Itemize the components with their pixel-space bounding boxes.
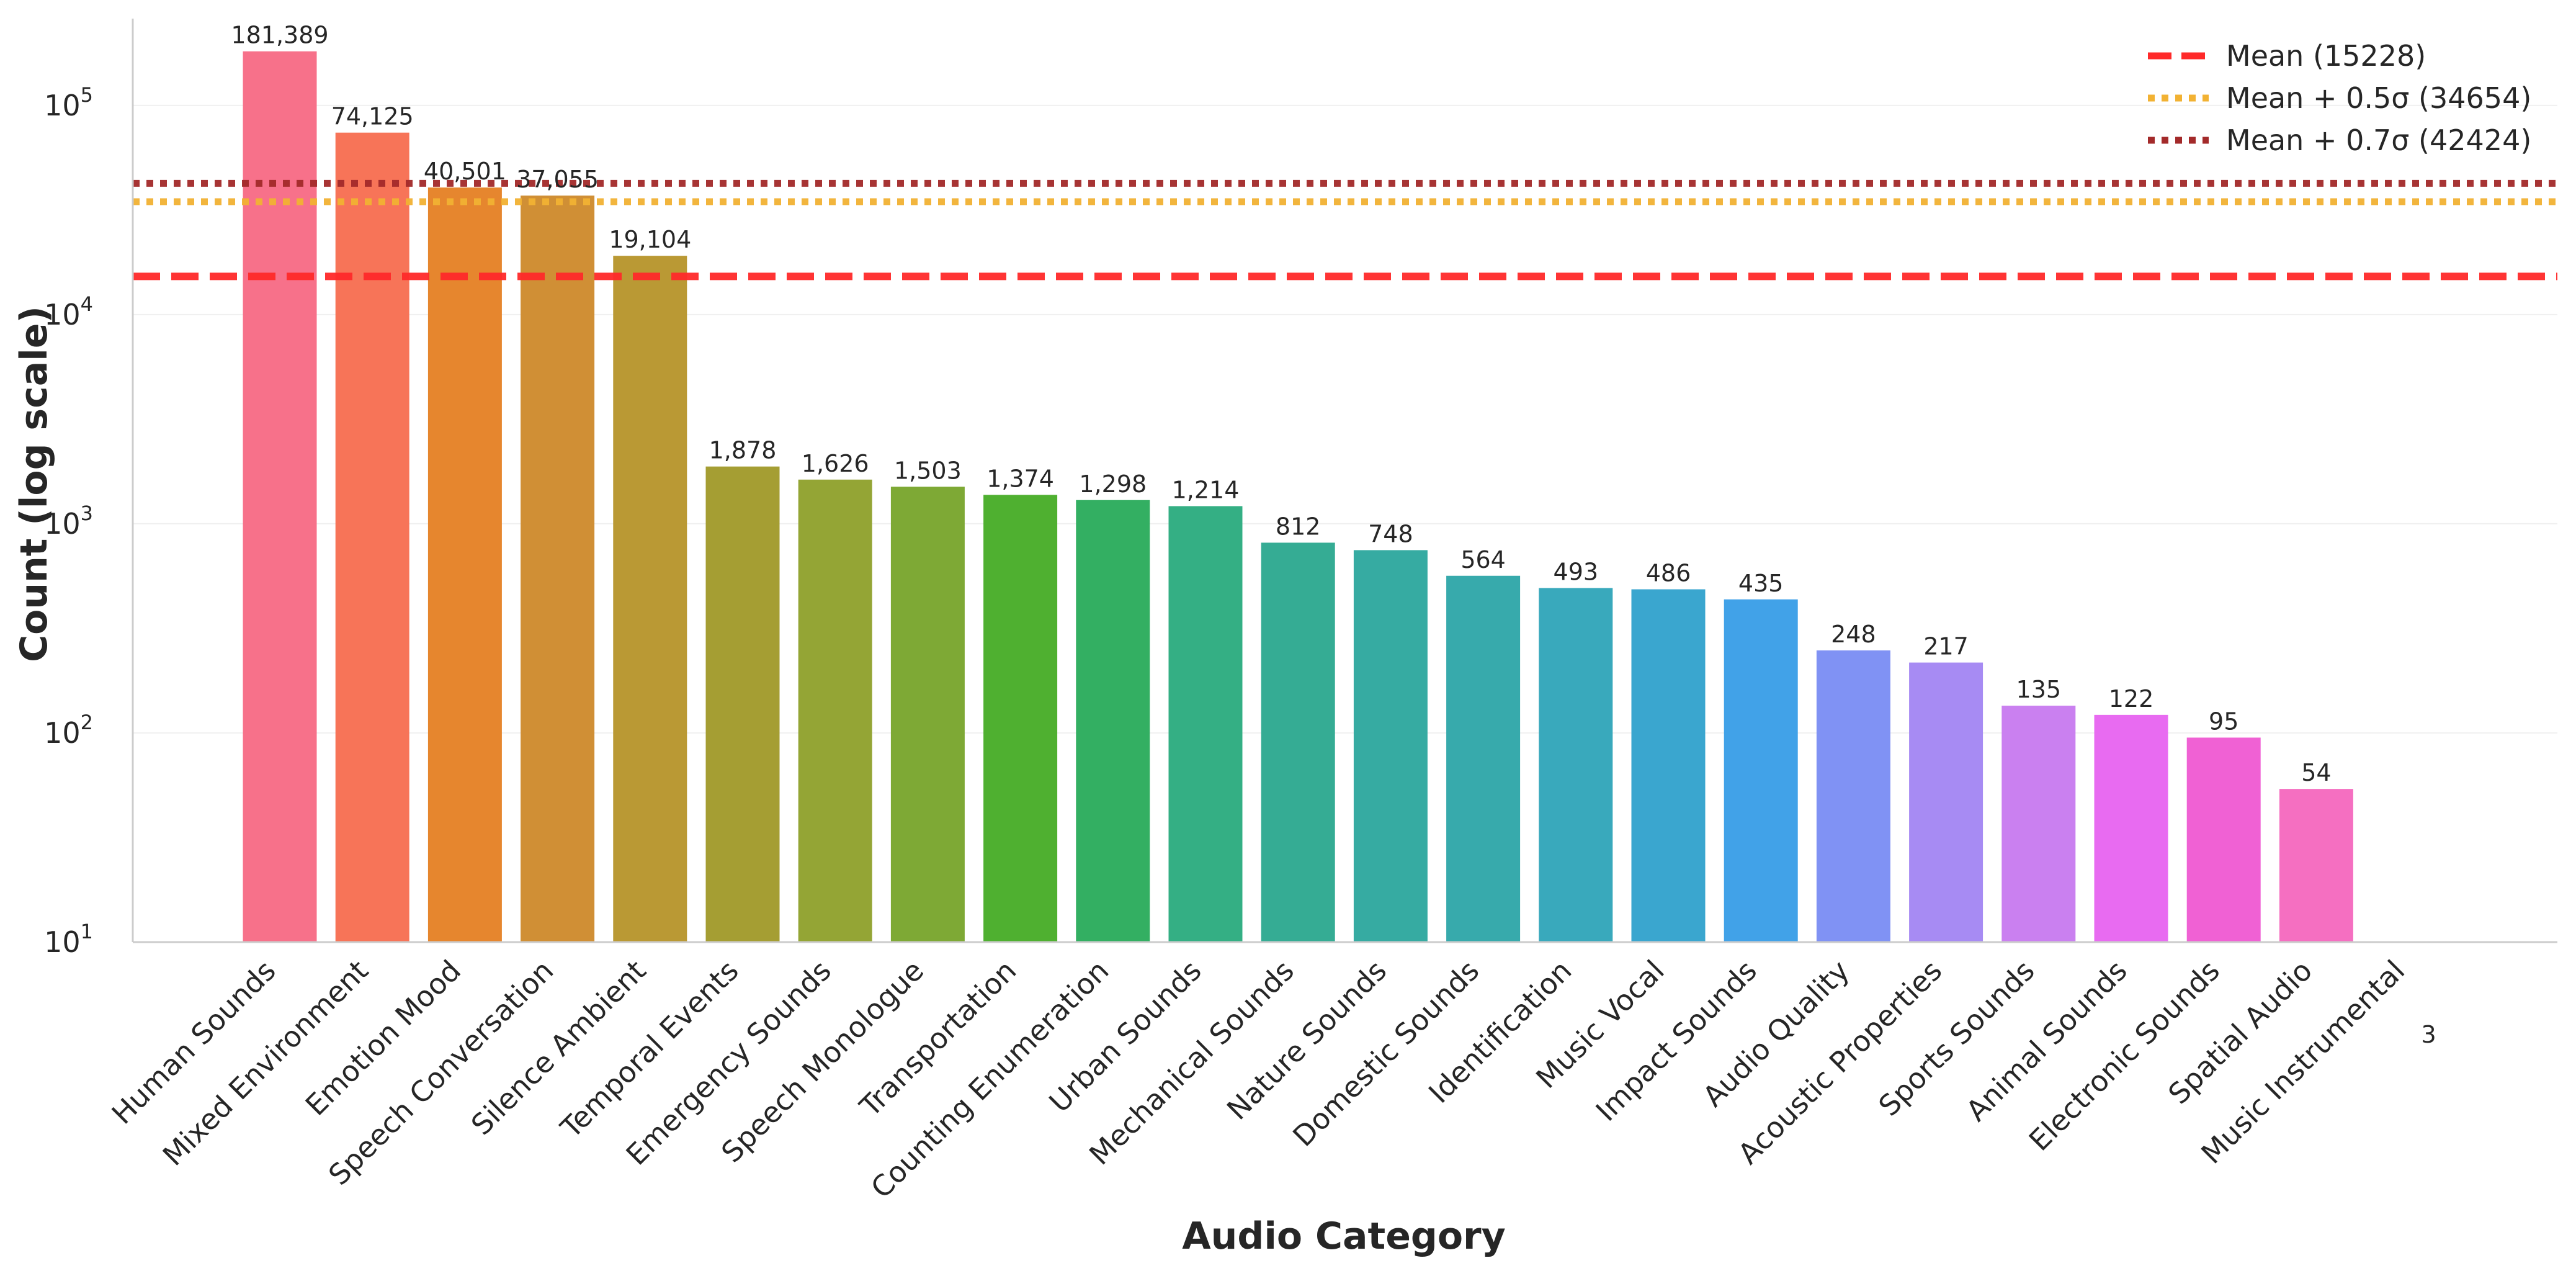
data-label: 135	[2016, 676, 2062, 703]
bar	[2001, 706, 2076, 942]
bars	[243, 51, 2353, 943]
bar	[521, 195, 595, 942]
data-label: 486	[1646, 560, 1691, 587]
bar	[243, 51, 317, 942]
data-label: 1,298	[1079, 470, 1147, 498]
bar	[2186, 737, 2261, 942]
bar	[427, 187, 502, 943]
bar	[1076, 500, 1150, 942]
reference-lines	[133, 179, 2557, 281]
bar	[983, 495, 1058, 942]
data-labels: 181,389 74,125 40,501 37,055 19,104 1,878 1,62…	[231, 22, 2436, 1048]
data-label: 181,389	[231, 22, 328, 49]
x-tick-label: Nature Sounds	[1220, 954, 1393, 1126]
bar	[1631, 589, 1706, 942]
data-label: 122	[2109, 685, 2154, 712]
bar	[2279, 789, 2353, 942]
data-label: 435	[1738, 570, 1784, 597]
bar	[335, 132, 409, 943]
data-label: 3	[2422, 1021, 2436, 1048]
bar	[1446, 575, 1521, 942]
legend-label: Mean (15228)	[2226, 39, 2426, 73]
data-label: 248	[1831, 621, 1876, 648]
bar	[1909, 662, 1983, 942]
bar	[1353, 550, 1428, 942]
bar	[1168, 506, 1243, 942]
data-label: 564	[1460, 546, 1506, 573]
data-label: 1,878	[709, 437, 777, 464]
bar	[2094, 714, 2168, 942]
x-tick-label: Impact Sounds	[1590, 954, 1763, 1128]
data-label: 37,055	[516, 166, 599, 193]
legend-label: Mean + 0.5σ (34654)	[2226, 81, 2531, 115]
x-tick-label: Transportation	[853, 954, 1023, 1124]
data-label: 40,501	[424, 158, 506, 185]
data-label: 1,626	[802, 450, 869, 477]
bar	[1539, 588, 1613, 942]
data-label: 217	[1923, 633, 1969, 660]
data-label: 54	[2301, 759, 2331, 786]
x-tick-label: Silence Ambient	[465, 954, 653, 1142]
bar	[1816, 650, 1890, 942]
x-tick-label: Human Sounds	[105, 954, 282, 1131]
bar	[705, 466, 780, 942]
data-label: 1,374	[986, 465, 1054, 492]
y-axis-title: Count (log scale)	[12, 306, 56, 662]
legend-label: Mean + 0.7σ (42424)	[2226, 124, 2531, 157]
data-label: 1,503	[894, 457, 962, 484]
data-label: 1,214	[1172, 477, 1240, 504]
x-axis-title: Audio Category	[1182, 1215, 1506, 1258]
bar	[1261, 542, 1335, 942]
data-label: 748	[1368, 520, 1413, 547]
y-tick-label: 101	[44, 920, 93, 959]
data-label: 812	[1276, 513, 1321, 540]
data-label: 493	[1554, 558, 1599, 585]
bar	[890, 487, 965, 942]
bar	[1724, 599, 1798, 942]
x-tick-label: Emotion Mood	[299, 954, 467, 1122]
x-tick-label: Sports Sounds	[1872, 954, 2041, 1123]
y-tick-label: 105	[44, 83, 93, 122]
legend: Mean (15228) Mean + 0.5σ (34654) Mean + 0.…	[2148, 39, 2531, 157]
data-label: 74,125	[331, 103, 414, 130]
x-tick-label: Animal Sounds	[1959, 954, 2133, 1128]
bar	[613, 256, 687, 942]
bar	[798, 479, 872, 942]
x-tick-label: Temporal Events	[553, 954, 745, 1145]
data-label: 19,104	[609, 226, 691, 253]
data-label: 95	[2209, 708, 2238, 735]
y-tick-label: 102	[44, 711, 93, 750]
